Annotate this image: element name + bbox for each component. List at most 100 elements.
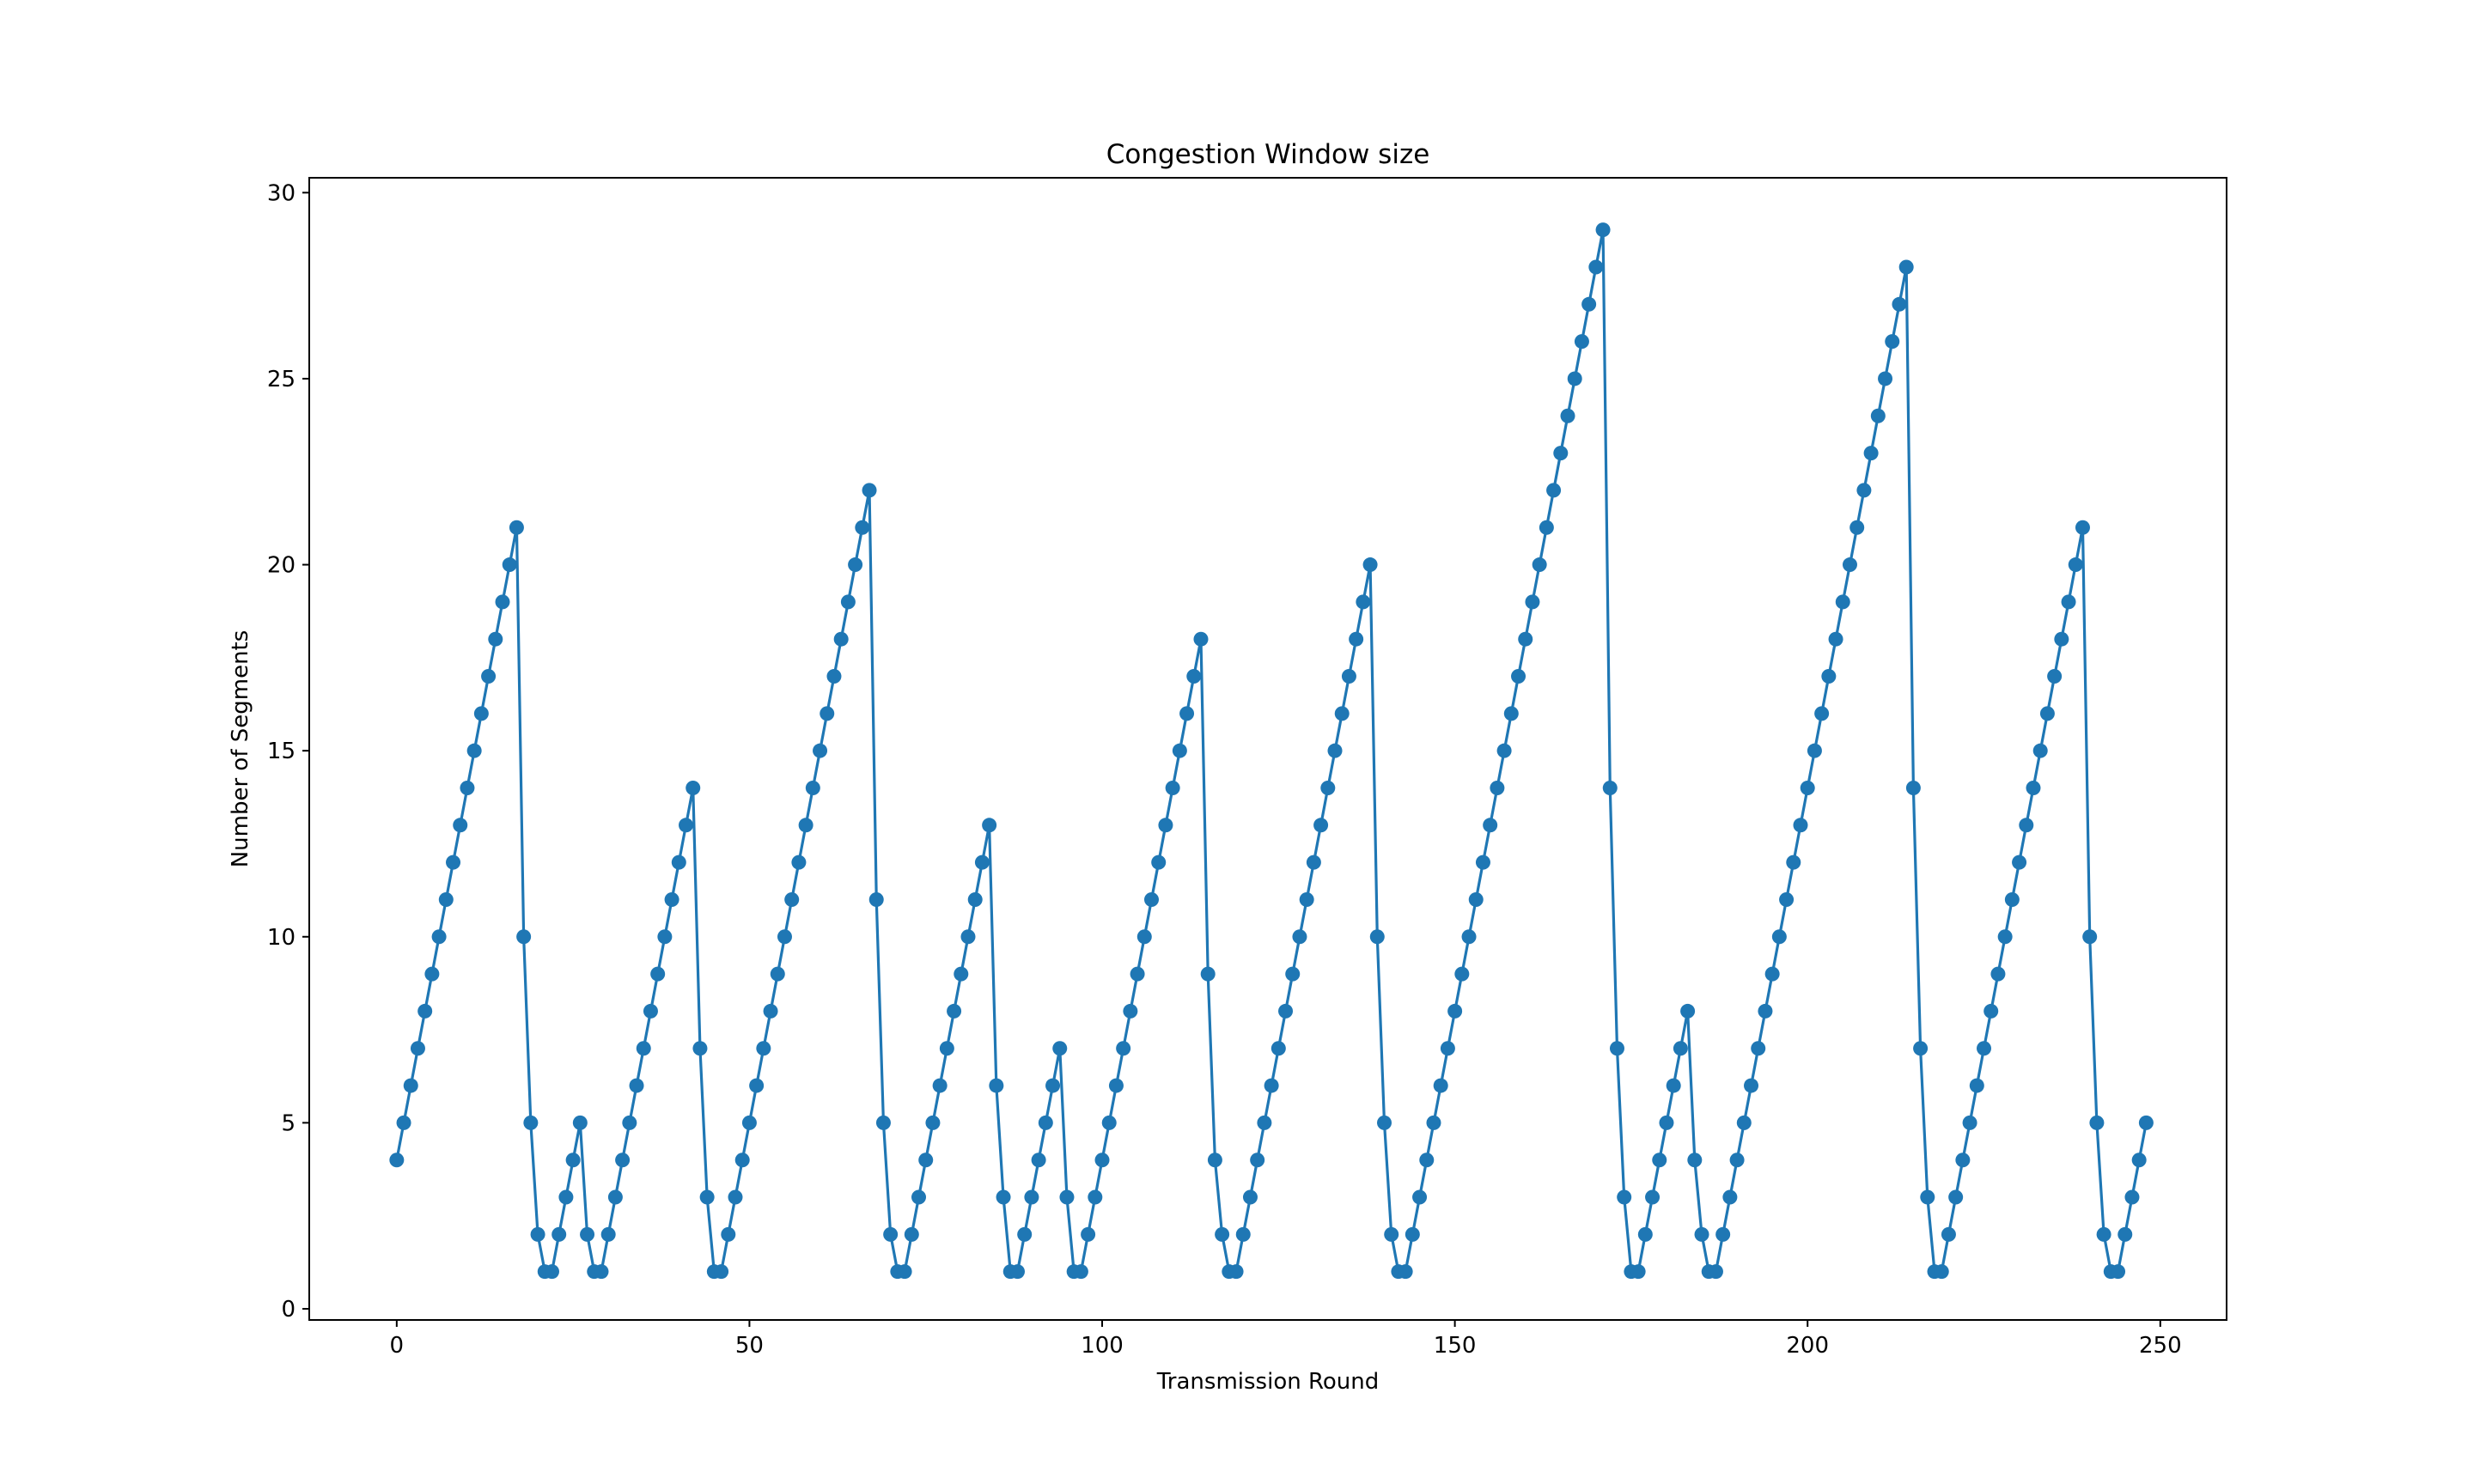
data-point (622, 1115, 637, 1130)
data-point (615, 1153, 631, 1168)
data-point (1356, 594, 1371, 610)
y-tick-label: 0 (281, 1297, 296, 1323)
data-point (805, 780, 820, 795)
data-point (798, 818, 813, 833)
data-point (721, 1226, 736, 1242)
data-point (1165, 780, 1180, 795)
data-point (1490, 780, 1505, 795)
data-point (2124, 1189, 2140, 1205)
data-point (657, 929, 673, 945)
data-point (1779, 891, 1795, 907)
data-point (417, 1003, 433, 1019)
data-point (453, 818, 468, 833)
data-point (770, 966, 785, 982)
data-point (967, 891, 983, 907)
data-point (1461, 929, 1477, 945)
data-point (607, 1189, 623, 1205)
data-point (1215, 1226, 1230, 1242)
data-point (1870, 408, 1886, 423)
data-point (1468, 891, 1484, 907)
data-point (791, 855, 807, 870)
y-tick-label: 20 (267, 553, 296, 579)
data-point (1179, 706, 1195, 721)
data-point (1172, 743, 1187, 758)
series-layer (389, 222, 2154, 1280)
data-point (1483, 818, 1498, 833)
data-point (1496, 743, 1512, 758)
data-point (2089, 1115, 2105, 1130)
x-tick-label: 0 (390, 1333, 405, 1359)
data-point (1116, 1041, 1131, 1056)
data-point (1384, 1226, 1399, 1242)
data-point (1433, 1078, 1448, 1093)
data-point (1151, 855, 1167, 870)
data-point (1736, 1115, 1752, 1130)
data-point (1228, 1264, 1244, 1280)
data-point (530, 1226, 545, 1242)
data-point (495, 594, 510, 610)
data-point (1546, 483, 1562, 498)
data-point (1913, 1041, 1929, 1056)
data-point (1617, 1189, 1632, 1205)
data-point (502, 557, 517, 573)
chart-title: Congestion Window size (1106, 139, 1430, 170)
plot-area (308, 177, 2227, 1321)
data-point (1744, 1078, 1759, 1093)
data-point (650, 966, 666, 982)
data-point (1009, 1264, 1025, 1280)
data-point (741, 1115, 757, 1130)
data-point (2138, 1115, 2154, 1130)
data-point (1885, 334, 1900, 350)
data-point (1764, 966, 1780, 982)
data-point (1207, 1153, 1222, 1168)
data-point (756, 1041, 771, 1056)
data-point (2019, 818, 2034, 833)
data-point (1313, 818, 1329, 833)
y-axis: 0 5 10 15 20 25 30 (267, 180, 309, 1323)
y-tick-label: 25 (267, 367, 296, 392)
data-point (446, 855, 461, 870)
data-point (939, 1041, 954, 1056)
data-point (911, 1189, 927, 1205)
data-point (1031, 1153, 1046, 1168)
data-point (1609, 1041, 1624, 1056)
data-point (594, 1264, 609, 1280)
data-point (2118, 1226, 2133, 1242)
data-point (1094, 1153, 1110, 1168)
data-point (2131, 1153, 2147, 1168)
data-point (1362, 557, 1378, 573)
data-point (2039, 706, 2055, 721)
data-point (2068, 557, 2083, 573)
data-point (1320, 780, 1336, 795)
data-point (600, 1226, 616, 1242)
data-point (1983, 1003, 1999, 1019)
data-point (1842, 557, 1857, 573)
data-point (558, 1189, 574, 1205)
data-point (1645, 1189, 1661, 1205)
data-point (918, 1153, 934, 1168)
data-point (431, 929, 447, 945)
data-point (974, 855, 990, 870)
data-point (1045, 1078, 1061, 1093)
data-point (1920, 1189, 1935, 1205)
data-point (1081, 1226, 1096, 1242)
data-point (572, 1115, 588, 1130)
data-point (1052, 1041, 1068, 1056)
data-point (1962, 1115, 1977, 1130)
data-point (826, 669, 842, 684)
data-point (1595, 222, 1611, 238)
data-point (403, 1078, 418, 1093)
y-tick-label: 15 (267, 739, 296, 764)
data-point (2012, 855, 2027, 870)
x-axis-title: Transmission Round (1156, 1369, 1380, 1395)
data-point (1369, 929, 1385, 945)
data-point (855, 520, 870, 535)
y-tick-label: 30 (267, 180, 296, 206)
data-point (1250, 1153, 1265, 1168)
data-point (1327, 743, 1343, 758)
data-point (1136, 929, 1152, 945)
data-point (1898, 259, 1914, 275)
data-point (1708, 1264, 1723, 1280)
data-point (1038, 1115, 1053, 1130)
